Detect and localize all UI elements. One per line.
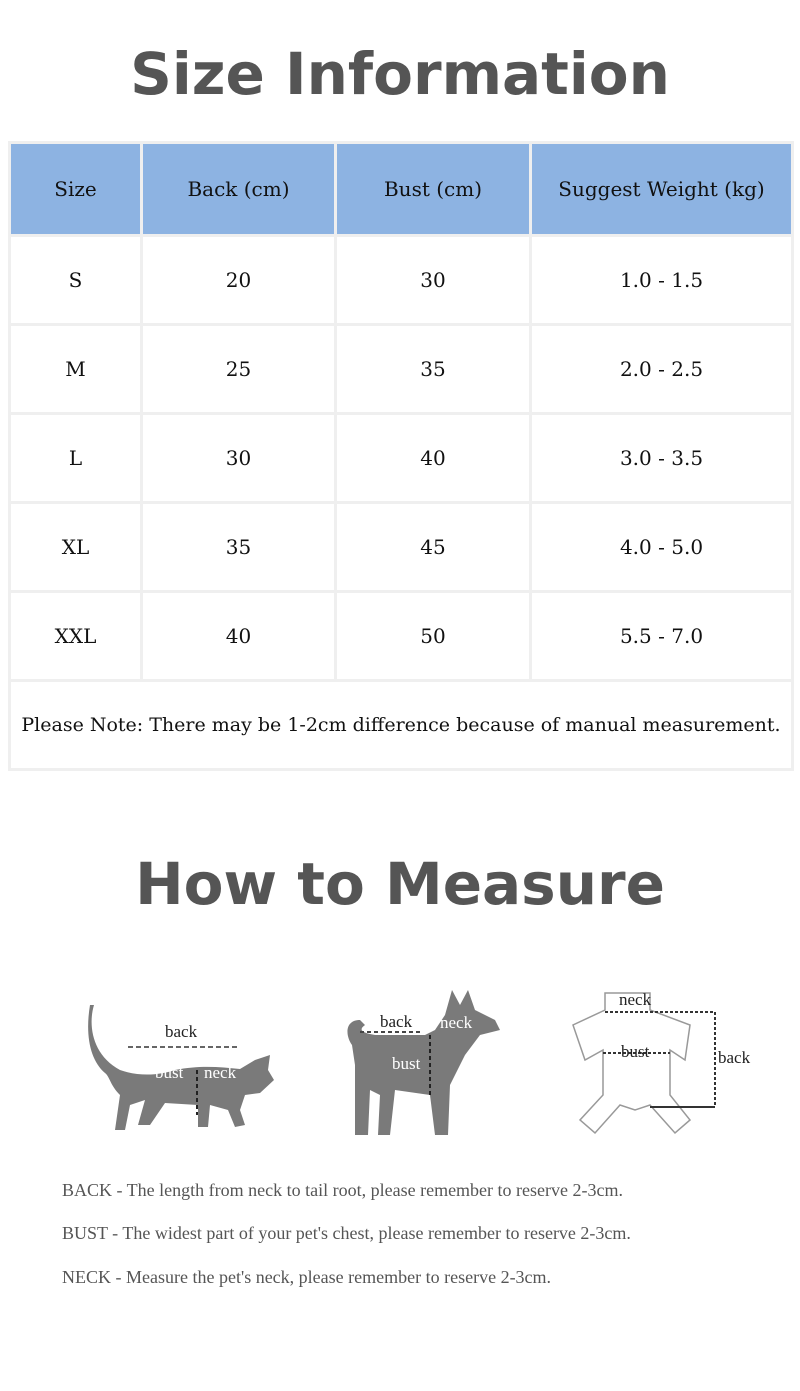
cell-weight: 2.0 - 2.5 <box>529 323 794 415</box>
cell-bust: 40 <box>334 412 532 504</box>
cell-back: 25 <box>140 323 337 415</box>
table-row: M 25 35 2.0 - 2.5 <box>8 323 794 415</box>
cell-back: 20 <box>140 234 337 326</box>
neck-description: NECK - Measure the pet's neck, please re… <box>62 1267 552 1287</box>
cell-back: 35 <box>140 501 337 593</box>
table-row: L 30 40 3.0 - 3.5 <box>8 412 794 504</box>
dog-bust-label: bust <box>392 1054 421 1073</box>
garment-measure-illustration: neck bust back <box>572 990 751 1135</box>
header-bust: Bust (cm) <box>334 141 532 237</box>
cell-bust: 50 <box>334 590 532 682</box>
dog-neck-label: neck <box>440 1013 473 1032</box>
garment-back-label: back <box>718 1048 751 1067</box>
dog-silhouette <box>347 990 500 1135</box>
table-row: S 20 30 1.0 - 1.5 <box>8 234 794 326</box>
cell-bust: 45 <box>334 501 532 593</box>
cell-size: S <box>8 234 143 326</box>
back-description: BACK - The length from neck to tail root… <box>62 1180 623 1200</box>
cell-size: L <box>8 412 143 504</box>
bust-description: BUST - The widest part of your pet's che… <box>62 1223 631 1243</box>
header-back: Back (cm) <box>140 141 337 237</box>
cat-neck-label: neck <box>204 1063 237 1082</box>
note-row: Please Note: There may be 1-2cm differen… <box>8 679 794 771</box>
size-table: Size Back (cm) Bust (cm) Suggest Weight … <box>8 141 794 771</box>
cell-size: XL <box>8 501 143 593</box>
table-row: XL 35 45 4.0 - 5.0 <box>8 501 794 593</box>
cell-weight: 1.0 - 1.5 <box>529 234 794 326</box>
table-header-row: Size Back (cm) Bust (cm) Suggest Weight … <box>8 141 794 237</box>
garment-neck-label: neck <box>619 990 652 1009</box>
cell-size: M <box>8 323 143 415</box>
cell-bust: 30 <box>334 234 532 326</box>
cell-back: 30 <box>140 412 337 504</box>
garment-bust-label: bust <box>621 1042 650 1061</box>
dog-back-label: back <box>380 1012 413 1031</box>
size-information-title: Size Information <box>130 40 670 108</box>
dog-measure-illustration: back bust neck <box>347 990 500 1135</box>
header-size: Size <box>8 141 143 237</box>
how-to-measure-title: How to Measure <box>135 850 665 918</box>
header-weight: Suggest Weight (kg) <box>529 141 794 237</box>
cell-size: XXL <box>8 590 143 682</box>
garment-outline <box>572 992 692 1135</box>
cell-weight: 3.0 - 3.5 <box>529 412 794 504</box>
cell-weight: 4.0 - 5.0 <box>529 501 794 593</box>
cat-silhouette <box>88 1005 274 1130</box>
cell-bust: 35 <box>334 323 532 415</box>
cell-weight: 5.5 - 7.0 <box>529 590 794 682</box>
cell-back: 40 <box>140 590 337 682</box>
cat-measure-illustration: back bust neck <box>88 1005 274 1130</box>
cat-bust-label: bust <box>155 1063 184 1082</box>
cat-back-label: back <box>165 1022 198 1041</box>
table-row: XXL 40 50 5.5 - 7.0 <box>8 590 794 682</box>
measurement-note: Please Note: There may be 1-2cm differen… <box>8 679 794 771</box>
